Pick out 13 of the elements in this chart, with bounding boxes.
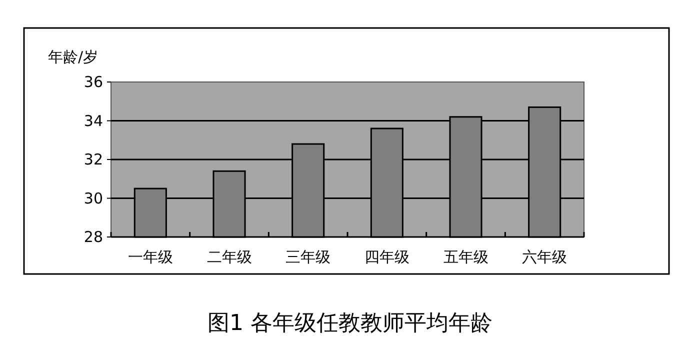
- x-tick-label: 五年级: [443, 248, 488, 266]
- y-tick-label: 28: [84, 228, 103, 246]
- x-tick-label: 一年级: [128, 248, 173, 266]
- y-tick-label: 34: [84, 112, 103, 130]
- x-tick-label: 二年级: [206, 248, 252, 266]
- y-tick-label: 30: [84, 189, 103, 208]
- x-tick-label: 六年级: [522, 248, 568, 266]
- x-tick-label: 四年级: [364, 248, 410, 266]
- y-axis-title: 年龄/岁: [48, 48, 98, 66]
- x-tick-label: 三年级: [286, 248, 331, 266]
- y-tick-label: 36: [84, 73, 103, 91]
- text: 图1 各年级任教教师平均年龄: [208, 311, 492, 336]
- y-tick-label: 32: [84, 150, 103, 168]
